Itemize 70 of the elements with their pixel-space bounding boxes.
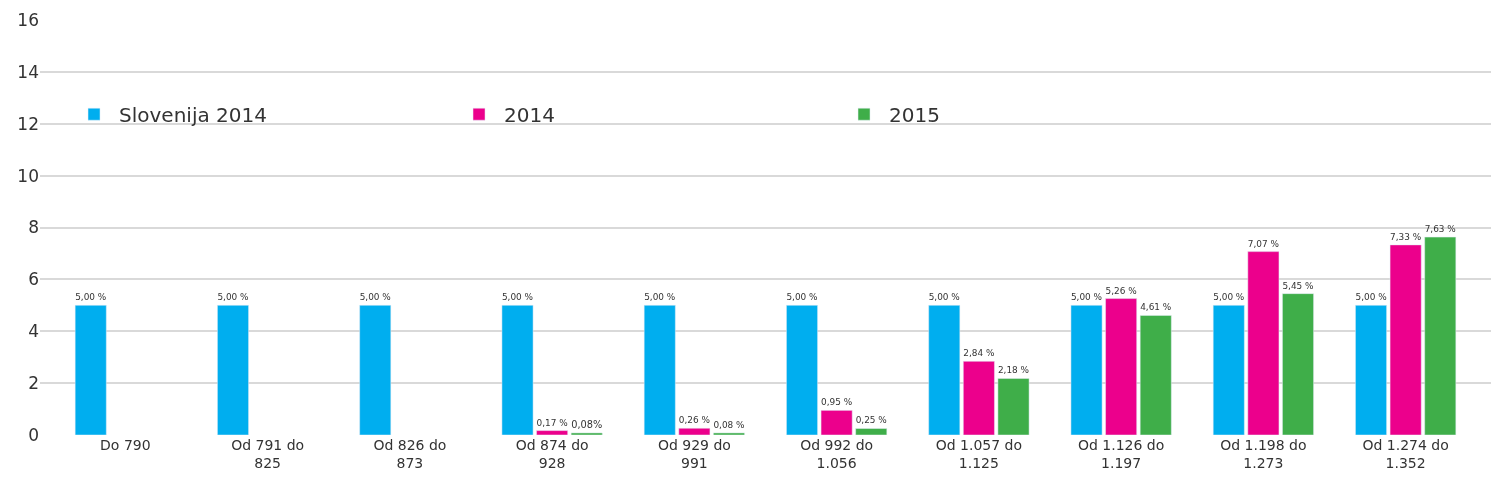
- bar: [74, 305, 107, 435]
- y-tick-label: 6: [28, 269, 39, 290]
- bar: [359, 305, 392, 435]
- y-tick-label: 0: [28, 424, 39, 445]
- data-label: 4,61 %: [1140, 302, 1172, 313]
- bar: [928, 305, 961, 435]
- data-label: 0,08 %: [713, 419, 745, 430]
- data-label: 2,18 %: [997, 365, 1030, 376]
- x-tick-label: Od 1.126 do 1.197: [1077, 437, 1165, 472]
- y-tick-label: 14: [17, 61, 39, 82]
- legend-label: 2015: [889, 103, 940, 127]
- data-label: 5,00 %: [786, 292, 818, 303]
- data-label: 5,00 %: [1355, 292, 1387, 303]
- y-tick-label: 10: [17, 165, 39, 186]
- x-tick-label: Od 929 do 991: [657, 437, 731, 472]
- data-label: 7,63 %: [1424, 224, 1456, 235]
- x-tick-label: Od 874 do 928: [515, 437, 589, 472]
- bar: [1247, 251, 1280, 435]
- legend-label: 2014: [504, 103, 555, 127]
- data-label: 0,08%: [571, 418, 603, 430]
- bar: [786, 305, 818, 435]
- data-label: 5,00 %: [928, 292, 960, 303]
- bar: [855, 428, 888, 435]
- y-tick-label: 8: [28, 217, 39, 238]
- bar: [1139, 315, 1172, 435]
- bar: [713, 432, 745, 435]
- data-label: 7,33 %: [1390, 231, 1422, 242]
- y-tick-label: 12: [17, 113, 39, 134]
- bar: [570, 432, 603, 435]
- data-label: 5,00 %: [1213, 292, 1245, 303]
- bar: [1212, 305, 1245, 435]
- bar: [1282, 293, 1314, 435]
- data-label: 7,07 %: [1247, 238, 1279, 249]
- data-label: 5,00 %: [75, 292, 107, 303]
- bar: [1070, 305, 1103, 435]
- x-tick-label: Od 1.057 do 1.125: [935, 437, 1023, 472]
- bar: [1389, 244, 1422, 435]
- data-label: 5,00 %: [217, 292, 249, 303]
- bar: [820, 410, 853, 435]
- data-label: 5,00 %: [501, 292, 534, 303]
- bar: [217, 305, 249, 435]
- data-label: 5,00 %: [359, 292, 391, 303]
- bar: [501, 305, 534, 435]
- bar: [1355, 305, 1387, 435]
- data-label: 5,00 %: [644, 292, 676, 303]
- x-tick-label: Od 1.198 do 1.273: [1220, 437, 1307, 472]
- data-label: 5,26 %: [1105, 285, 1137, 296]
- bar: [536, 430, 568, 435]
- bar: [997, 378, 1030, 435]
- y-tick-label: 2: [28, 373, 39, 394]
- y-tick-label: 4: [28, 321, 39, 342]
- x-tick-label: Od 791 do 825: [231, 437, 305, 472]
- x-tick-label: Od 1.274 do 1.352: [1362, 437, 1449, 472]
- data-label: 0,95 %: [821, 397, 853, 408]
- bar: [1105, 298, 1137, 435]
- y-tick-label: 16: [17, 9, 39, 30]
- bar: [678, 428, 711, 435]
- data-label: 5,45 %: [1282, 280, 1314, 291]
- data-label: 2,84 %: [963, 348, 995, 359]
- data-label: 5,00 %: [1070, 292, 1103, 303]
- legend-label: Slovenija 2014: [119, 103, 267, 127]
- x-tick-label: Od 992 do 1.056: [800, 437, 874, 472]
- data-label: 0,26 %: [678, 415, 710, 426]
- data-label: 0,17 %: [536, 417, 568, 428]
- x-tick-label: Do 790: [100, 437, 151, 453]
- bar: [1424, 236, 1457, 435]
- data-label: 0,25 %: [855, 415, 887, 426]
- bar: [643, 305, 676, 435]
- x-tick-label: Od 826 do 873: [373, 437, 447, 472]
- bar: [963, 361, 995, 435]
